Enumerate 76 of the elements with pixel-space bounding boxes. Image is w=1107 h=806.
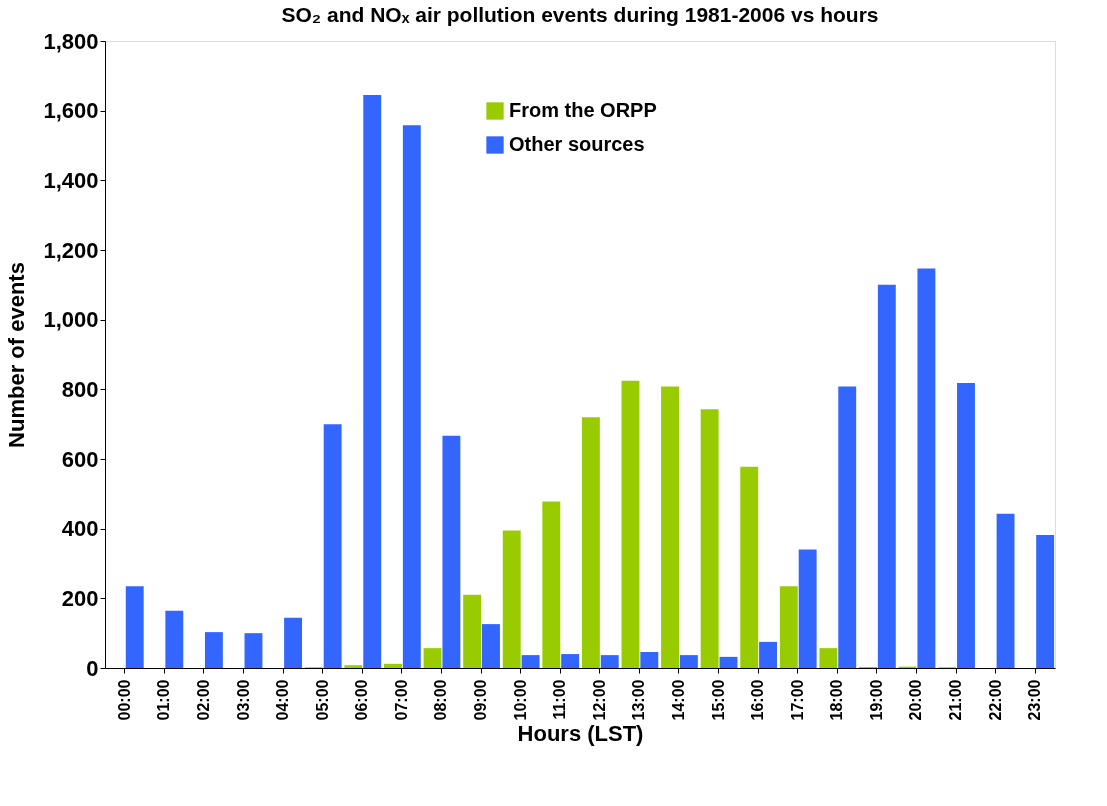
bar — [442, 435, 461, 668]
x-tick-label: 21:00 — [947, 679, 965, 721]
x-tick-label: 06:00 — [353, 679, 371, 721]
x-tick-label: 16:00 — [749, 679, 767, 721]
bar — [521, 655, 540, 668]
bar — [542, 501, 561, 668]
x-tick-label: 11:00 — [551, 679, 569, 720]
bar — [1036, 534, 1055, 668]
x-axis-title: Hours (LST) — [517, 721, 644, 747]
bar — [600, 655, 619, 668]
x-tick-label: 18:00 — [828, 679, 846, 721]
x-tick-label: 05:00 — [313, 679, 331, 721]
y-tick-label: 1,400 — [43, 167, 99, 193]
y-tick-label: 1,800 — [43, 28, 99, 54]
bar — [363, 94, 382, 668]
bar — [661, 386, 680, 668]
y-tick-label: 1,000 — [43, 307, 99, 333]
y-tick-label: 1,600 — [43, 98, 99, 124]
bar — [996, 513, 1015, 668]
bar — [204, 632, 223, 668]
bar — [838, 386, 857, 668]
chart-title: SO₂ and NOₓ air pollution events during 1981-2006 vs hours — [281, 3, 879, 26]
legend-label: Other sources — [509, 133, 645, 155]
x-tick-label: 23:00 — [1026, 679, 1044, 721]
bar — [819, 648, 838, 668]
y-tick-label: 400 — [61, 516, 99, 542]
x-tick-label: 19:00 — [867, 679, 885, 721]
bar — [423, 648, 442, 668]
x-tick-label: 04:00 — [274, 679, 292, 721]
bar — [344, 665, 363, 668]
x-tick-label: 02:00 — [194, 679, 212, 721]
bar — [957, 383, 975, 668]
bar — [402, 125, 421, 668]
bar — [323, 424, 342, 668]
x-tick-label: 17:00 — [788, 679, 806, 721]
bar — [165, 610, 184, 668]
bar — [581, 417, 600, 668]
bar — [779, 586, 798, 668]
x-tick-label: 00:00 — [115, 679, 133, 721]
bar — [640, 651, 659, 668]
x-tick-label: 13:00 — [630, 679, 648, 721]
bar — [877, 284, 896, 668]
bar — [759, 641, 778, 668]
y-tick-label: 600 — [61, 446, 99, 472]
x-tick-label: 09:00 — [472, 679, 490, 721]
bar — [502, 530, 521, 668]
bar — [284, 617, 303, 668]
y-tick-label: 800 — [61, 376, 99, 402]
y-tick-label: 0 — [86, 655, 99, 681]
x-tick-label: 07:00 — [392, 679, 410, 721]
x-tick-label: 01:00 — [155, 679, 173, 721]
y-tick-label: 1,200 — [43, 237, 99, 263]
y-axis-title: Number of events — [4, 262, 30, 448]
bar — [482, 624, 500, 668]
bar — [798, 549, 817, 668]
x-tick-label: 20:00 — [907, 679, 925, 721]
x-tick-label: 14:00 — [669, 679, 687, 721]
bar — [719, 656, 738, 668]
legend-label: From the ORPP — [509, 99, 657, 121]
bar — [621, 380, 640, 668]
x-tick-label: 03:00 — [234, 679, 252, 721]
x-tick-label: 08:00 — [432, 679, 450, 721]
x-tick-label: 22:00 — [986, 679, 1004, 721]
x-tick-label: 10:00 — [511, 679, 529, 721]
bar — [740, 466, 759, 668]
bar — [700, 409, 719, 668]
bar — [917, 268, 936, 668]
bar — [244, 633, 263, 668]
bar — [463, 594, 482, 668]
bar — [679, 655, 698, 668]
bar — [125, 586, 144, 668]
bar — [384, 663, 402, 668]
y-tick-label: 200 — [61, 585, 99, 611]
x-tick-label: 15:00 — [709, 679, 727, 721]
x-tick-label: 12:00 — [590, 679, 608, 721]
bar — [561, 654, 580, 668]
